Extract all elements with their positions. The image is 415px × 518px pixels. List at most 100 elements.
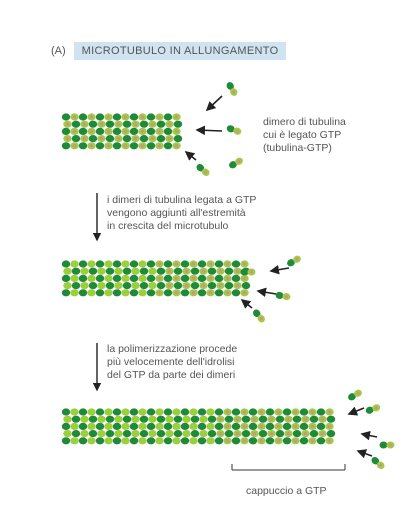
free-tubulin-dimer — [275, 291, 291, 301]
tubulin-subunit — [197, 289, 207, 297]
tubulin-subunit — [61, 422, 71, 430]
gtp-dot — [123, 144, 128, 148]
tubulin-subunit — [190, 267, 200, 275]
gtp-dot — [106, 129, 111, 134]
tubulin-subunit — [156, 415, 166, 423]
tubulin-subunit — [326, 415, 336, 423]
gtp-cap-bracket — [231, 464, 346, 471]
step1-line: in crescita del microtubulo — [107, 220, 229, 232]
tubulin-subunit — [138, 408, 147, 416]
tubulin-subunit — [248, 408, 258, 416]
tubulin-subunit — [163, 289, 173, 297]
tubulin-subunit — [131, 415, 140, 423]
gtp-dot — [174, 144, 179, 148]
tubulin-subunit — [163, 274, 173, 282]
tubulin-subunit — [61, 408, 71, 416]
gtp-dot — [174, 291, 179, 295]
tubulin-subunit — [138, 260, 147, 268]
tubulin-subunit — [105, 120, 115, 128]
gtp-dot — [276, 439, 281, 443]
dimer-label-line: dimero di tubulina — [263, 116, 346, 128]
tubulin-subunit — [241, 282, 251, 290]
free-tubulin-dimer — [226, 125, 242, 135]
tubulin-subunit — [172, 437, 181, 445]
tubulin-subunit — [146, 260, 156, 268]
tubulin-subunit — [112, 113, 122, 121]
tubulin-subunit — [71, 415, 81, 423]
tubulin-subunit — [78, 274, 88, 282]
gtp-dot — [259, 439, 264, 443]
tubulin-subunit — [112, 408, 122, 416]
tubulin-subunit — [88, 267, 98, 275]
incoming-dimer-arrow — [240, 299, 253, 309]
tubulin-subunit — [105, 282, 115, 290]
tubulin-subunit — [105, 430, 115, 438]
tubulin-subunit — [88, 135, 98, 143]
tubulin-subunit — [148, 282, 157, 290]
gtp-dot — [191, 276, 196, 281]
incoming-dimer-arrow — [347, 406, 365, 416]
tubulin-subunit — [70, 260, 79, 268]
dimer-gtp-dot — [235, 129, 239, 133]
tubulin-subunit — [87, 437, 96, 445]
tubulin-subunit — [163, 127, 173, 135]
gtp-dot — [225, 262, 230, 266]
tubulin-subunit — [112, 289, 122, 297]
tubulin-subunit — [112, 260, 122, 268]
tubulin-subunit — [78, 127, 88, 135]
step1-line: vengono aggiunti all'estremità — [107, 207, 246, 219]
tubulin-subunit — [63, 415, 72, 423]
tubulin-subunit — [282, 437, 292, 445]
tubulin-subunit — [197, 274, 207, 282]
gtp-dot — [184, 269, 189, 273]
tubulin-subunit — [112, 422, 122, 430]
tubulin-subunit — [189, 437, 198, 445]
tubulin-subunit — [292, 430, 302, 438]
tubulin-subunit — [165, 430, 174, 438]
tubulin-subunit — [146, 422, 156, 430]
tubulin-subunit — [121, 260, 130, 268]
tubulin-subunit — [129, 289, 139, 297]
tubulin-subunit — [173, 267, 183, 275]
gtp-dot — [310, 410, 315, 414]
step2-line: del GTP da parte dei dimeri — [107, 369, 236, 381]
tubulin-subunit — [214, 289, 224, 297]
tubulin-subunit — [104, 437, 113, 445]
tubulin-subunit — [88, 120, 98, 128]
tubulin-subunit — [112, 274, 122, 282]
gtp-dot — [72, 129, 77, 134]
tubulin-subunit — [80, 267, 89, 275]
tubulin-subunit — [95, 289, 105, 297]
tubulin-subunit — [121, 437, 130, 445]
gtp-dot — [218, 417, 223, 421]
tubulin-subunit — [114, 267, 123, 275]
incoming-dimer-arrow — [184, 151, 197, 161]
gtp-dot — [150, 136, 155, 141]
tubulin-subunit — [163, 422, 173, 430]
gtp-dot — [106, 115, 111, 119]
tubulin-subunit — [122, 430, 132, 438]
tubulin-subunit — [97, 430, 106, 438]
gtp-dot — [252, 417, 257, 421]
tubulin-subunit — [78, 113, 88, 121]
gtp-dot — [276, 424, 281, 429]
tubulin-subunit — [163, 113, 173, 121]
tubulin-subunit — [206, 437, 215, 445]
gtp-dot — [242, 410, 247, 414]
tubulin-subunit — [131, 267, 140, 275]
tubulin-subunit — [189, 422, 198, 430]
tubulin-subunit — [265, 422, 275, 430]
dimer-alpha — [196, 164, 205, 172]
tubulin-subunit — [197, 260, 207, 268]
tubulin-subunit — [129, 113, 139, 121]
dimer-alpha — [379, 441, 388, 449]
microtubule-bottom — [61, 408, 336, 445]
tubulin-subunit — [114, 430, 123, 438]
tubulin-subunit — [189, 408, 198, 416]
free-tubulin-dimer — [371, 457, 385, 469]
tubulin-subunit — [121, 422, 130, 430]
tubulin-subunit — [71, 135, 81, 143]
tubulin-subunit — [131, 430, 140, 438]
panel-title: MICROTUBULO IN ALLUNGAMENTO — [73, 42, 287, 60]
tubulin-subunit — [88, 430, 98, 438]
